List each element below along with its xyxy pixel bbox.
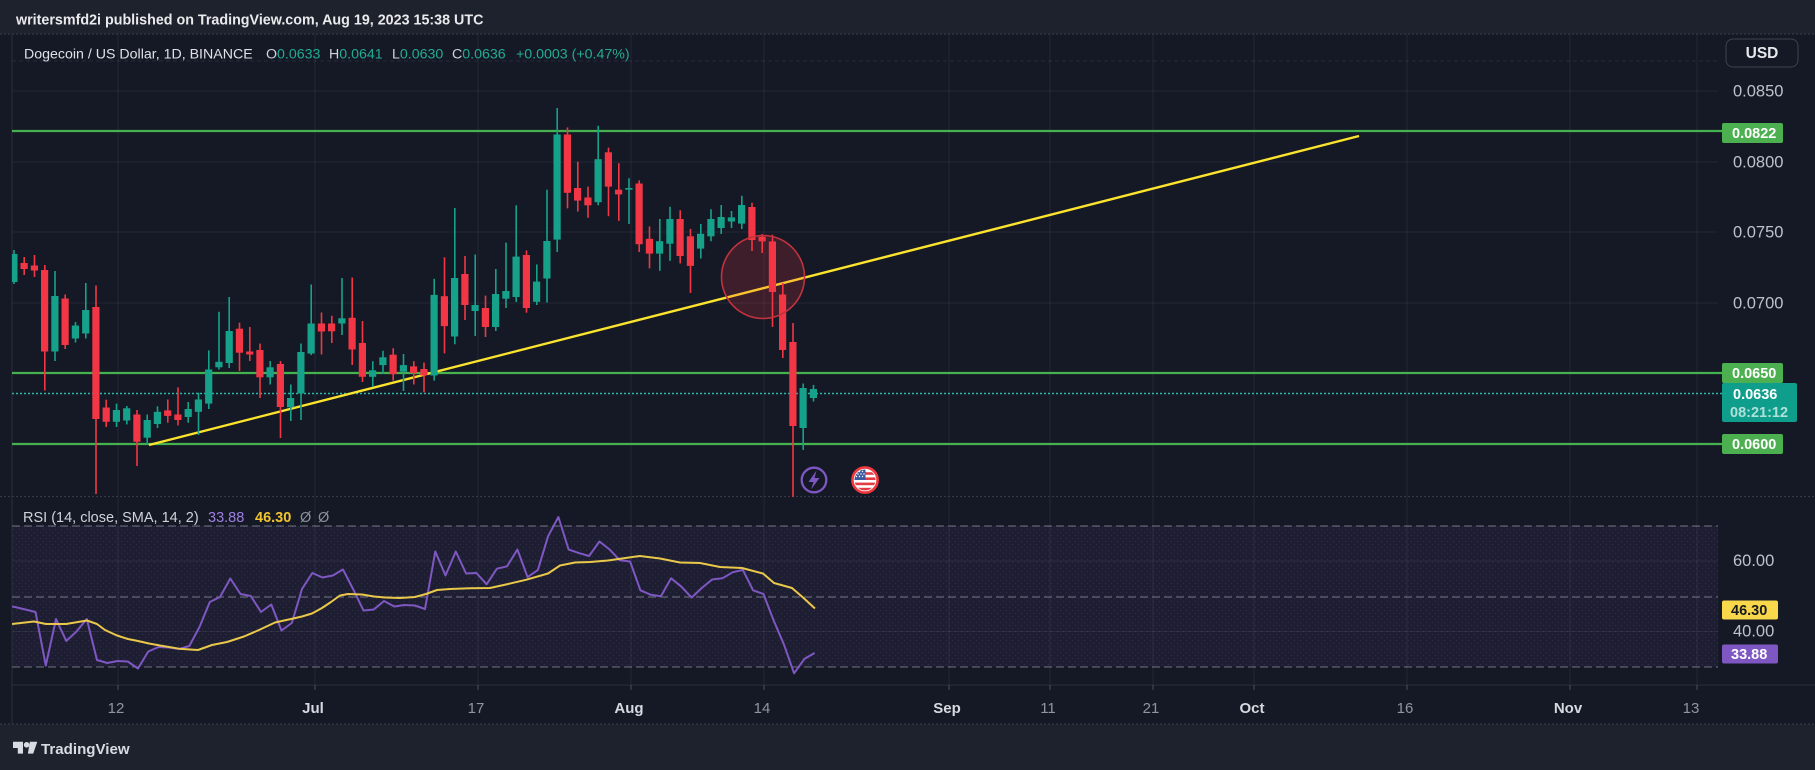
svg-text:Ø: Ø [318,510,329,526]
svg-text:H0.0641: H0.0641 [329,47,383,63]
svg-text:33.88: 33.88 [208,510,244,526]
svg-text:TradingView: TradingView [41,741,130,758]
svg-text:0.0800: 0.0800 [1733,154,1783,172]
svg-text:17: 17 [468,700,485,717]
svg-text:11: 11 [1040,700,1056,717]
svg-text:60.00: 60.00 [1733,552,1774,570]
svg-text:16: 16 [1397,700,1414,717]
svg-text:12: 12 [108,700,125,717]
svg-text:14: 14 [754,700,771,717]
svg-text:0.0700: 0.0700 [1733,295,1783,313]
svg-text:Aug: Aug [614,700,643,717]
svg-text:13: 13 [1683,700,1700,717]
svg-text:Dogecoin / US Dollar, 1D, BINA: Dogecoin / US Dollar, 1D, BINANCE [24,47,253,63]
svg-text:Jul: Jul [302,700,324,717]
svg-text:C0.0636: C0.0636 [452,47,506,63]
svg-text:Sep: Sep [933,700,961,717]
svg-text:46.30: 46.30 [255,510,291,526]
svg-text:0.0750: 0.0750 [1733,224,1783,242]
svg-text:0.0650: 0.0650 [1732,366,1776,382]
svg-text:Nov: Nov [1554,700,1583,717]
svg-text:Oct: Oct [1239,700,1264,717]
svg-text:0.0600: 0.0600 [1732,437,1776,453]
svg-text:40.00: 40.00 [1733,623,1774,641]
svg-text:0.0636: 0.0636 [1733,387,1777,403]
svg-text:RSI (14, close, SMA, 14, 2): RSI (14, close, SMA, 14, 2) [23,510,199,526]
svg-text:writersmfd2i published on Trad: writersmfd2i published on TradingView.co… [15,13,483,29]
svg-text:+0.0003 (+0.47%): +0.0003 (+0.47%) [516,47,630,63]
svg-text:L0.0630: L0.0630 [392,47,443,63]
svg-text:Ø: Ø [300,510,311,526]
svg-text:46.30: 46.30 [1731,603,1767,619]
svg-text:21: 21 [1143,700,1160,717]
svg-text:08:21:12: 08:21:12 [1730,405,1788,421]
svg-text:0.0850: 0.0850 [1733,83,1783,101]
svg-text:33.88: 33.88 [1731,647,1767,663]
svg-text:0.0822: 0.0822 [1732,126,1776,142]
svg-text:USD: USD [1746,45,1779,62]
svg-text:O0.0633: O0.0633 [266,47,321,63]
